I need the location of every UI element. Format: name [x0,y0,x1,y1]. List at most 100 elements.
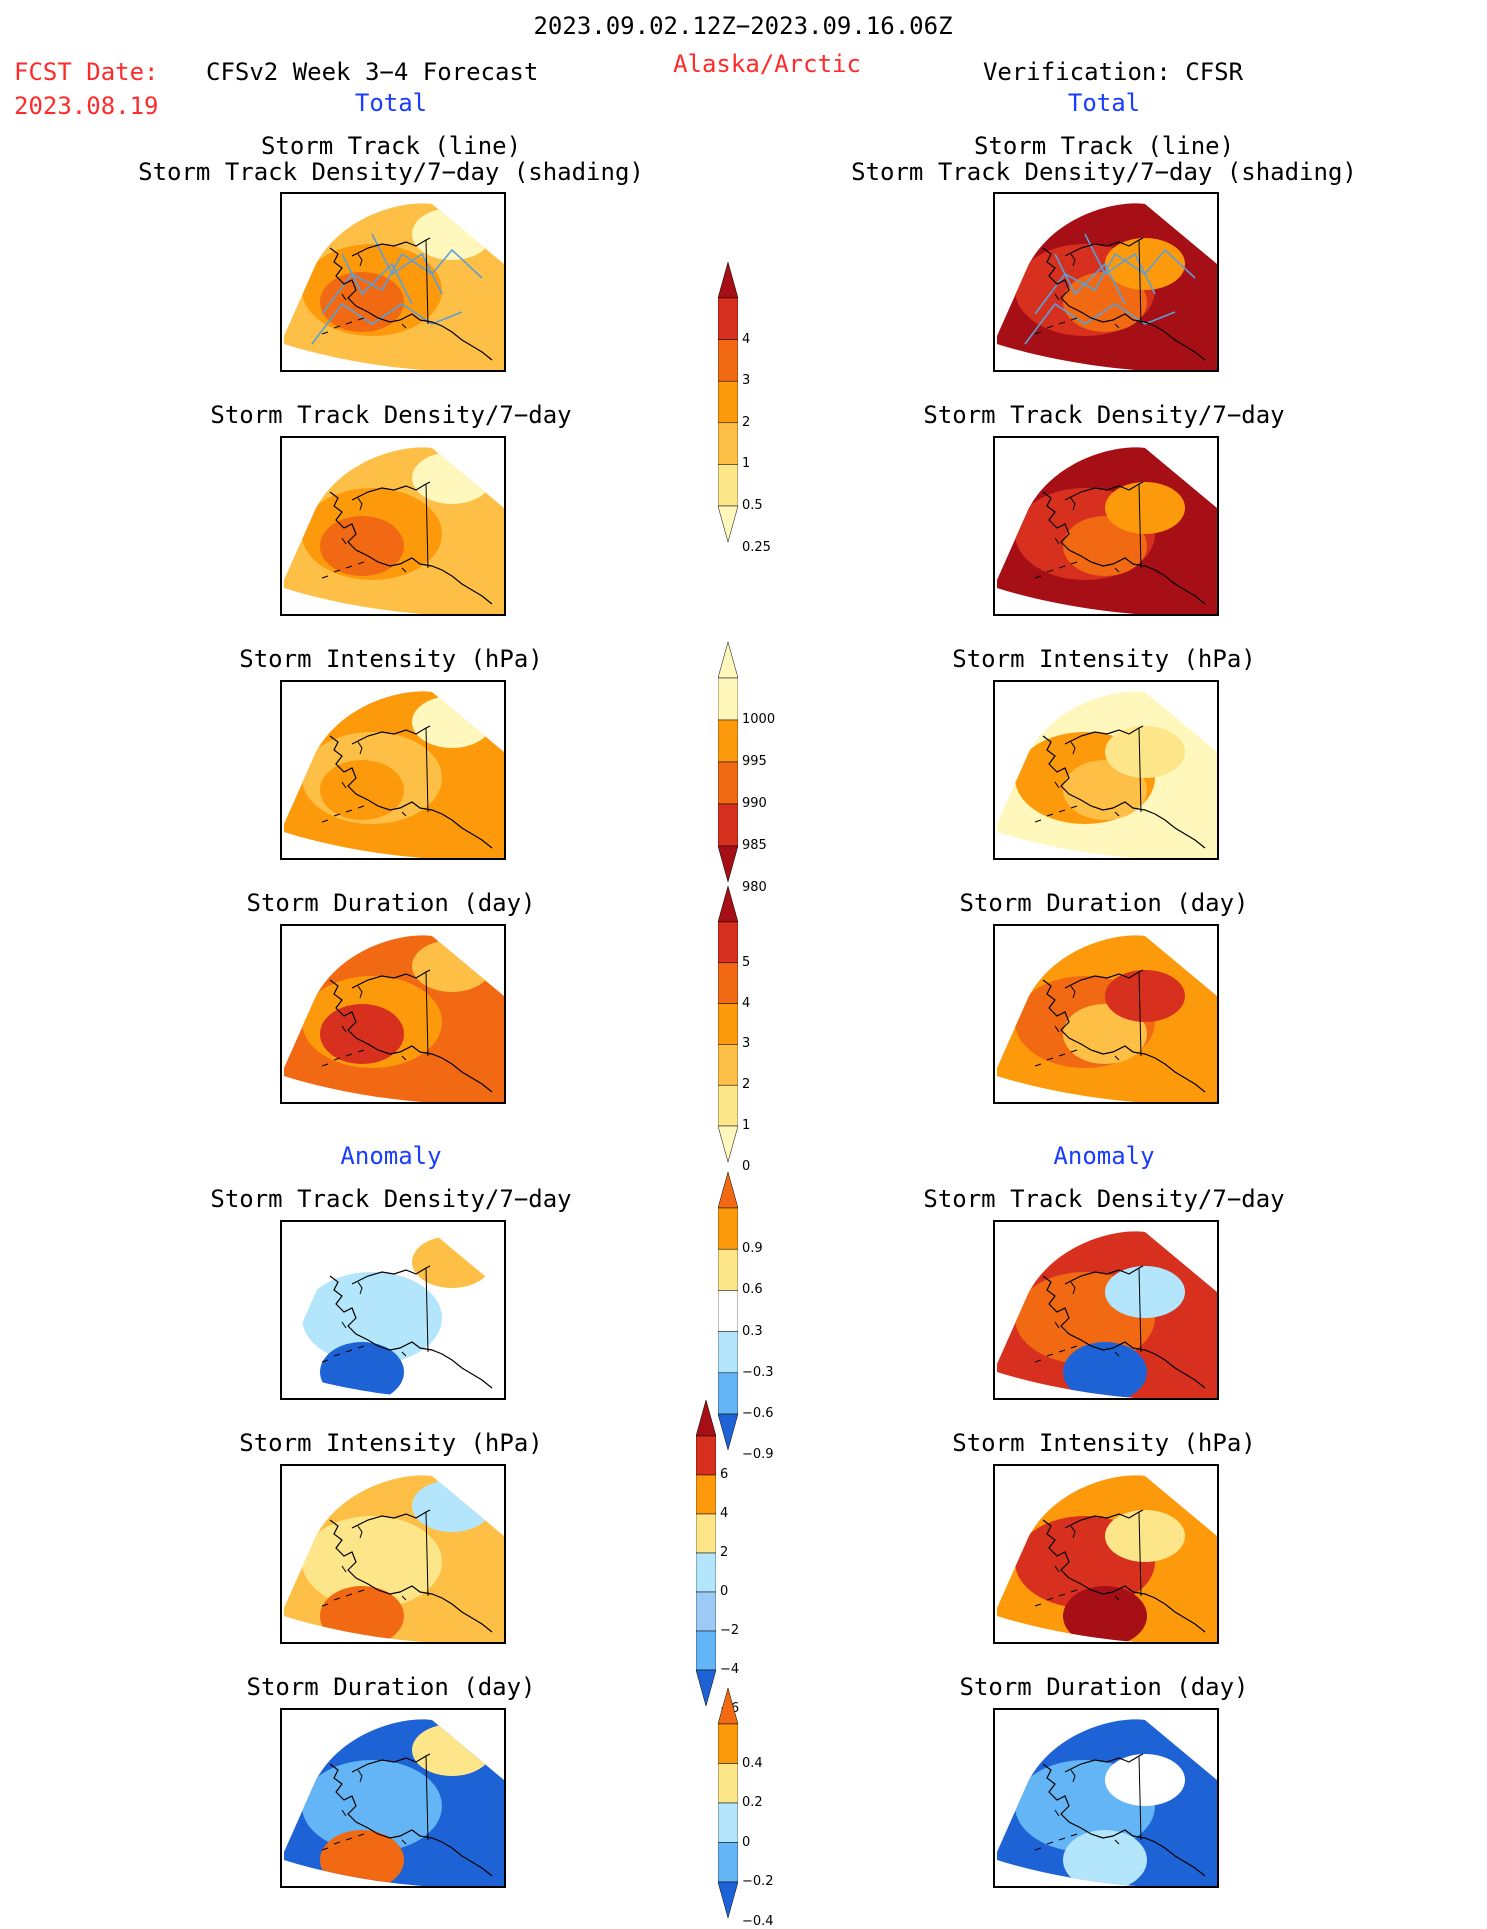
colorbar-top-arrow [717,641,739,679]
border-line [1138,1267,1142,1353]
coastline [1042,1265,1206,1389]
colorbar-tick-label: 5 [742,954,751,970]
shading-layer [284,691,504,858]
island-outlines [321,1769,407,1851]
colorbar-svg [717,261,739,543]
shading-region [1105,1266,1185,1318]
coastline [1042,237,1206,361]
colorbar-density-anom: 0.9 0.6 0.3 −0.3 −0.6 −0.9 [717,1171,778,1462]
colorbar-top-arrow [717,885,739,923]
shading-layer [997,1475,1217,1642]
colorbar-tick-label: 0 [742,1834,751,1850]
colorbar-tick-label: 0.4 [742,1755,763,1771]
coastline [1042,725,1206,849]
colorbar-top-arrow [695,1399,717,1437]
right-intensity-title: Storm Intensity (hPa) [952,645,1256,673]
shading-layer [997,447,1217,614]
map-svg [997,935,1217,1102]
colorbar-tick-label: 980 [742,880,767,895]
colorbar-tick-label: 3 [742,1036,751,1052]
period-title: 2023.09.02.12Z−2023.09.16.06Z [533,12,953,40]
border-line [425,1511,429,1597]
map-svg [284,1231,504,1398]
colorbar-segment [717,1763,739,1804]
colorbar-tick-label: −4 [720,1662,740,1677]
right-anomaly-label: Anomaly [1053,1142,1155,1170]
map-obs-track [993,192,1219,372]
colorbar-tick-label: 1000 [742,712,776,727]
colorbar-bottom-arrow [717,1125,739,1163]
map-obs-anom-intensity [993,1464,1219,1644]
colorbar-top-arrow [717,1171,739,1209]
colorbar-bottom-arrow [717,505,739,543]
storm-track-lines [1024,233,1196,345]
map-fcst-duration [280,924,506,1104]
colorbar-tick-label: −2 [720,1623,740,1638]
shading-region [320,516,404,576]
colorbar-tick-label: 2 [742,414,751,430]
colorbar-segment [717,1290,739,1332]
map-svg [997,1719,1217,1886]
shading-region [320,272,404,332]
colorbar-segment [695,1435,717,1476]
colorbar-tick-label: 1 [742,1118,751,1133]
left-track-line-title: Storm Track (line) [260,132,522,160]
colorbar-duration-anom: 0.4 0.2 0 −0.2 −0.4 [717,1687,778,1928]
colorbar-tick-label: 3 [742,373,751,389]
island-outlines [1034,741,1120,823]
map-fcst-track [280,192,506,372]
coastline [1042,969,1206,1093]
map-svg [284,1475,504,1642]
map-obs-intensity [993,680,1219,860]
shading-layer [997,203,1217,370]
map-fcst-anom-density [280,1220,506,1400]
shading-layer [997,691,1217,858]
colorbar-segment [717,297,739,340]
colorbar-top-arrow [717,1687,739,1725]
left-anomaly-label: Anomaly [340,1142,442,1170]
colorbar-tick-label: 4 [742,331,751,347]
shading-layer [997,1719,1217,1886]
right-track-line-title: Storm Track (line) [973,132,1235,160]
island-outlines [321,253,407,335]
border-line [425,971,429,1057]
colorbar-segment [695,1591,717,1632]
colorbar-tick-label: 0.2 [742,1795,763,1810]
colorbar-segment [717,422,739,465]
map-obs-anom-density [993,1220,1219,1400]
shading-region [1105,970,1185,1022]
colorbar-segment [717,380,739,424]
left-density-title: Storm Track Density/7−day [210,401,572,429]
colorbar-tick-label: 2 [742,1077,751,1093]
colorbar-svg [717,885,739,1163]
island-outlines [1034,985,1120,1067]
island-outlines [1034,1281,1120,1363]
colorbar-tick-label: 0 [742,1158,751,1174]
colorbar-tick-label: 4 [720,1506,729,1521]
colorbar-tick-label: 0.9 [742,1241,763,1257]
shading-layer [284,1475,504,1642]
left-anom-duration-title: Storm Duration (day) [246,1673,536,1701]
colorbar-bottom-arrow [717,1881,739,1919]
colorbar-segment [717,1044,739,1086]
island-outlines [1034,1525,1120,1607]
coastline [1042,481,1206,605]
map-svg [284,203,504,370]
right-title: Verification: CFSR [982,58,1244,86]
island-outlines [1034,497,1120,579]
shading-region [1063,516,1147,576]
border-line [1138,727,1142,813]
shading-layer [997,935,1217,1102]
coastline [1042,1753,1206,1877]
colorbar-tick-label: −0.9 [742,1447,774,1463]
map-svg [284,1719,504,1886]
shading-region [1105,1754,1185,1806]
right-track-shading-title: Storm Track Density/7−day (shading) [851,158,1357,186]
coastline [329,481,493,605]
colorbar-segment [717,962,739,1004]
colorbar-tick-label: −0.2 [742,1874,774,1889]
colorbar-tick-label: 0.3 [742,1323,763,1339]
shading-layer [997,1231,1217,1398]
shading-region [1063,1004,1147,1064]
